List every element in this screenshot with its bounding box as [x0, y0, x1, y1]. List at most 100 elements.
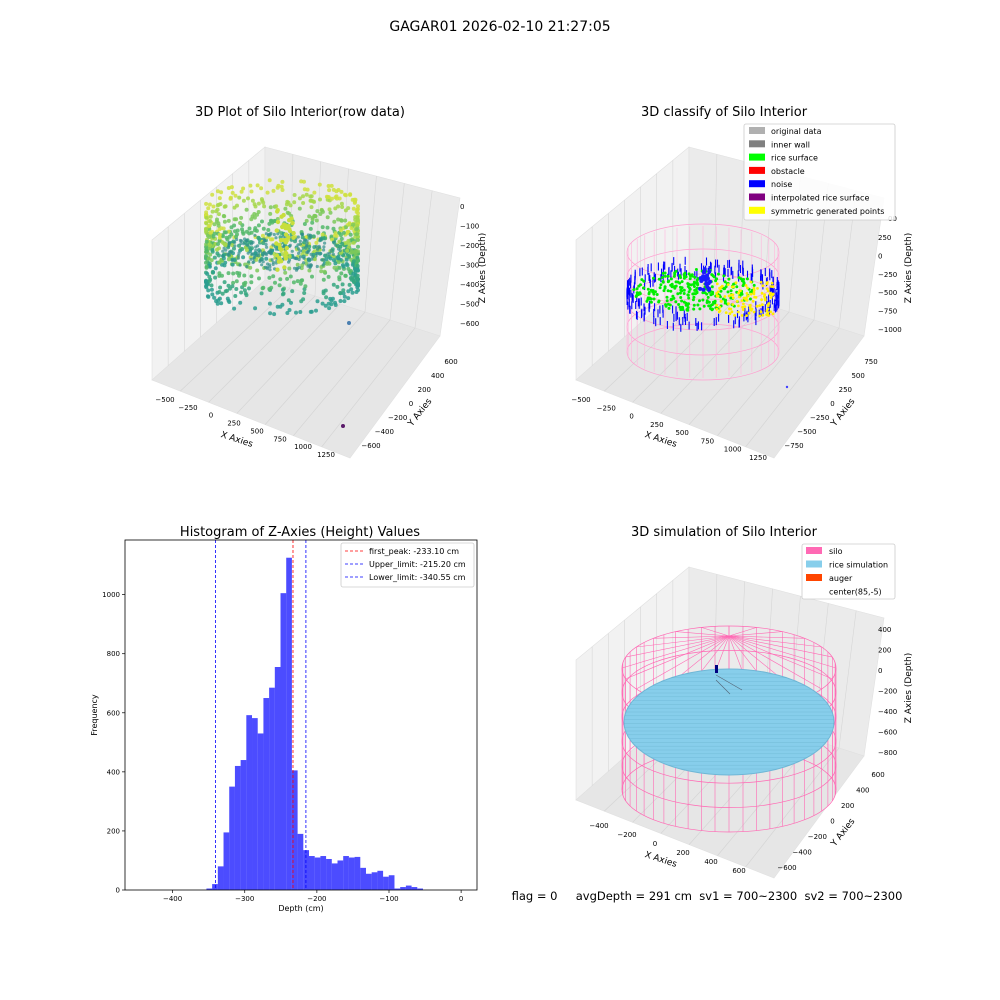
- classify-x-tick: −500: [571, 396, 590, 404]
- data-point: [247, 286, 251, 291]
- x-tick-label: −100: [379, 895, 398, 903]
- data-point: [210, 248, 215, 253]
- rice-surface-point: [682, 292, 686, 295]
- rice-surface-point: [680, 299, 684, 303]
- grid-line: [414, 190, 433, 329]
- rice-surface-point: [701, 298, 705, 302]
- simulation-z-ticks: 400 200 0 −200 −400 −600 −800: [878, 626, 897, 757]
- data-point: [270, 258, 274, 262]
- silo-roof-line: [675, 631, 730, 637]
- symmetric-point: [765, 287, 769, 291]
- data-point: [223, 230, 228, 235]
- data-point: [205, 271, 210, 276]
- data-point: [303, 284, 308, 289]
- rice-surface-point: [705, 301, 709, 304]
- rice-surface-point: [679, 296, 683, 299]
- data-point: [280, 188, 285, 192]
- data-point: [269, 231, 273, 235]
- histogram-bar: [411, 887, 418, 890]
- data-point: [337, 196, 342, 201]
- legend-label: first_peak: -233.10 cm: [369, 547, 459, 556]
- data-point: [329, 183, 334, 188]
- rice-surface-point: [649, 300, 653, 304]
- data-point: [347, 254, 352, 259]
- data-point: [260, 263, 264, 267]
- raw-y-tick: 600: [444, 358, 457, 366]
- data-point: [356, 244, 360, 249]
- histogram-bar: [326, 858, 332, 890]
- data-point: [337, 239, 342, 244]
- rice-surface-point: [692, 307, 696, 311]
- histogram-bar: [280, 593, 287, 890]
- data-point: [273, 280, 277, 285]
- data-point: [283, 270, 288, 275]
- data-point: [338, 249, 342, 253]
- histogram-bar: [286, 557, 292, 890]
- data-point: [314, 251, 319, 256]
- symmetric-point: [758, 314, 762, 318]
- simulation-legend: silo rice simulation auger center(85,-5): [801, 543, 896, 600]
- symmetric-point: [758, 304, 761, 307]
- histogram-bar: [371, 872, 378, 890]
- simulation-x-tick: −400: [589, 822, 608, 830]
- legend-swatch: [749, 193, 765, 201]
- symmetric-point: [737, 291, 740, 295]
- histogram-bar: [246, 715, 253, 890]
- rice-surface-point: [635, 287, 639, 291]
- data-point: [272, 232, 276, 237]
- simulation-x-tick: 600: [732, 867, 745, 875]
- rice-surface-point: [729, 296, 733, 300]
- raw-y-tick: 0: [409, 400, 413, 408]
- data-point: [212, 222, 217, 227]
- raw-x-tick: 500: [250, 427, 263, 435]
- data-point: [356, 288, 360, 293]
- data-point: [245, 239, 249, 243]
- rice-surface-point: [681, 308, 685, 311]
- data-point: [335, 255, 340, 260]
- legend-swatch: [806, 574, 822, 581]
- data-point: [326, 252, 330, 256]
- data-point: [206, 206, 211, 211]
- rice-surface-point: [676, 280, 680, 284]
- data-point: [287, 258, 292, 262]
- y-tick-label: 1000: [102, 591, 120, 599]
- raw-x-ticks: −500 −250 0 250 500 750 1000 1250: [155, 396, 335, 459]
- grid-line: [745, 327, 840, 448]
- data-point: [238, 238, 242, 243]
- data-point: [353, 215, 358, 220]
- classify-z-tick: −500: [878, 289, 897, 297]
- data-point: [323, 253, 328, 258]
- silo-roof-line: [701, 627, 730, 637]
- symmetric-point: [769, 296, 773, 299]
- data-point: [327, 261, 332, 266]
- rice-surface-point: [658, 286, 662, 290]
- data-point: [287, 253, 292, 258]
- data-point: [312, 257, 317, 262]
- rice-surface-point: [662, 289, 666, 293]
- raw-y-tick: 400: [431, 372, 444, 380]
- auger-arm: [715, 679, 731, 695]
- data-point: [339, 271, 344, 276]
- symmetric-point: [765, 313, 769, 317]
- grid-line: [632, 295, 740, 403]
- data-point: [217, 227, 222, 232]
- data-point: [277, 283, 282, 288]
- rice-surface-point: [672, 274, 676, 278]
- data-point: [322, 245, 326, 249]
- data-point: [309, 252, 313, 256]
- data-point: [207, 227, 212, 232]
- data-point: [312, 190, 317, 195]
- data-point: [237, 251, 241, 255]
- data-point: [266, 228, 271, 232]
- data-point: [225, 296, 230, 301]
- data-point: [265, 245, 269, 249]
- data-point: [254, 228, 259, 233]
- legend-label: noise: [771, 180, 792, 189]
- raw-z-tick: −200: [460, 242, 479, 250]
- data-point: [211, 204, 216, 209]
- data-point: [246, 251, 250, 255]
- rice-surface-point: [695, 290, 699, 294]
- data-point: [308, 226, 313, 231]
- data-point: [255, 212, 260, 217]
- data-point: [206, 294, 211, 299]
